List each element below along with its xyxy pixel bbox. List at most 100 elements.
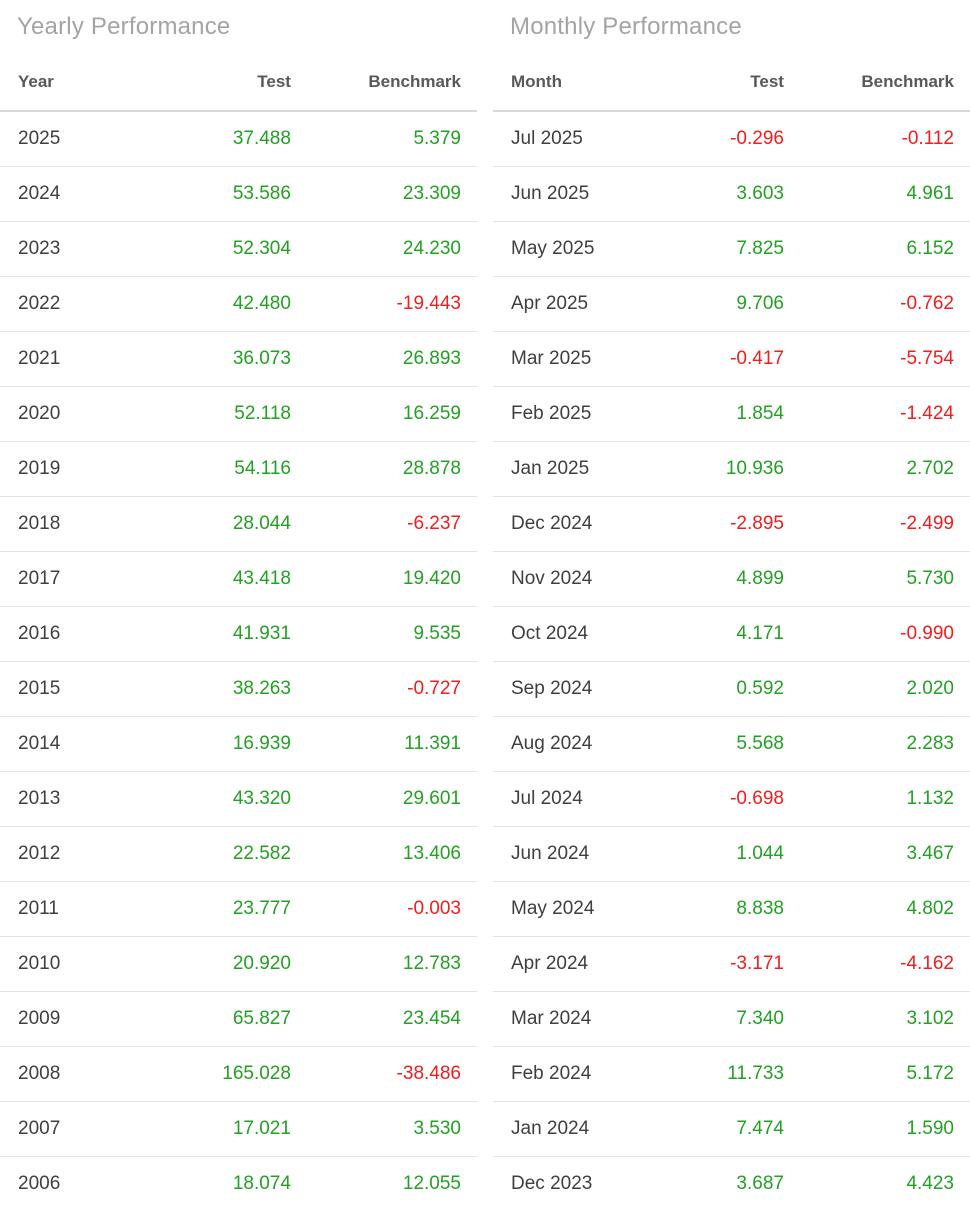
test-value: 3.603 [674, 167, 784, 222]
benchmark-value: 29.601 [291, 772, 477, 827]
test-value: 23.777 [181, 882, 291, 937]
benchmark-value: 24.230 [291, 222, 477, 277]
test-value: 65.827 [181, 992, 291, 1047]
period-label: Mar 2024 [493, 992, 674, 1047]
period-label: May 2024 [493, 882, 674, 937]
benchmark-value: 16.259 [291, 387, 477, 442]
period-label: 2007 [0, 1102, 181, 1157]
period-label: 2009 [0, 992, 181, 1047]
test-value: 53.586 [181, 167, 291, 222]
period-label: 2011 [0, 882, 181, 937]
benchmark-value: 19.420 [291, 552, 477, 607]
benchmark-value: 12.055 [291, 1157, 477, 1211]
test-value: 7.474 [674, 1102, 784, 1157]
test-value: -0.417 [674, 332, 784, 387]
table-row: Mar 2025-0.417-5.754 [493, 332, 970, 387]
table-header-row: Year Test Benchmark [0, 43, 477, 111]
benchmark-value: -4.162 [784, 937, 970, 992]
test-value: 18.074 [181, 1157, 291, 1211]
column-header-month: Month [493, 43, 674, 111]
benchmark-value: 3.467 [784, 827, 970, 882]
period-label: Dec 2024 [493, 497, 674, 552]
period-label: Apr 2024 [493, 937, 674, 992]
benchmark-value: -19.443 [291, 277, 477, 332]
benchmark-value: -1.424 [784, 387, 970, 442]
test-value: 10.936 [674, 442, 784, 497]
period-label: 2021 [0, 332, 181, 387]
test-value: 52.118 [181, 387, 291, 442]
test-value: 42.480 [181, 277, 291, 332]
test-value: 1.044 [674, 827, 784, 882]
period-label: 2023 [0, 222, 181, 277]
test-value: 9.706 [674, 277, 784, 332]
yearly-performance-panel: Yearly Performance Year Test Benchmark 2… [0, 0, 477, 1211]
benchmark-value: 26.893 [291, 332, 477, 387]
benchmark-value: -0.112 [784, 111, 970, 167]
test-value: 8.838 [674, 882, 784, 937]
period-label: Jan 2025 [493, 442, 674, 497]
test-value: 4.171 [674, 607, 784, 662]
test-value: 11.733 [674, 1047, 784, 1102]
test-value: 4.899 [674, 552, 784, 607]
period-label: 2013 [0, 772, 181, 827]
period-label: Feb 2025 [493, 387, 674, 442]
benchmark-value: 13.406 [291, 827, 477, 882]
test-value: 41.931 [181, 607, 291, 662]
period-label: Jan 2024 [493, 1102, 674, 1157]
period-label: Dec 2023 [493, 1157, 674, 1211]
period-label: 2016 [0, 607, 181, 662]
benchmark-value: -0.003 [291, 882, 477, 937]
test-value: -0.296 [674, 111, 784, 167]
test-value: 7.825 [674, 222, 784, 277]
test-value: 17.021 [181, 1102, 291, 1157]
test-value: 3.687 [674, 1157, 784, 1211]
period-label: 2006 [0, 1157, 181, 1211]
test-value: 7.340 [674, 992, 784, 1047]
period-label: 2020 [0, 387, 181, 442]
benchmark-value: 5.379 [291, 111, 477, 167]
table-row: Apr 2024-3.171-4.162 [493, 937, 970, 992]
period-label: Jun 2025 [493, 167, 674, 222]
benchmark-value: 4.961 [784, 167, 970, 222]
period-label: Oct 2024 [493, 607, 674, 662]
table-row: Dec 2024-2.895-2.499 [493, 497, 970, 552]
period-label: 2014 [0, 717, 181, 772]
benchmark-value: 1.590 [784, 1102, 970, 1157]
benchmark-value: 4.802 [784, 882, 970, 937]
benchmark-value: -0.762 [784, 277, 970, 332]
benchmark-value: 9.535 [291, 607, 477, 662]
benchmark-value: 2.283 [784, 717, 970, 772]
period-label: 2008 [0, 1047, 181, 1102]
benchmark-value: -2.499 [784, 497, 970, 552]
table-header-row: Month Test Benchmark [493, 43, 970, 111]
benchmark-value: 12.783 [291, 937, 477, 992]
test-value: 36.073 [181, 332, 291, 387]
benchmark-value: -0.727 [291, 662, 477, 717]
benchmark-value: 4.423 [784, 1157, 970, 1211]
period-label: 2017 [0, 552, 181, 607]
benchmark-value: 11.391 [291, 717, 477, 772]
test-value: 52.304 [181, 222, 291, 277]
